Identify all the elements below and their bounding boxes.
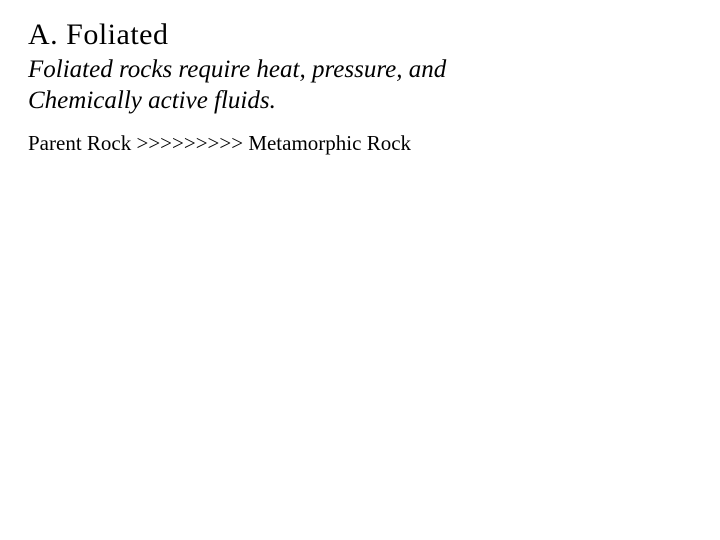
subtitle-line-2: Chemically active fluids. [28, 87, 276, 114]
subtitle-line-1: Foliated rocks require heat, pressure, a… [28, 56, 446, 83]
section-subtitle: Foliated rocks require heat, pressure, a… [28, 54, 692, 117]
transformation-line: Parent Rock >>>>>>>>> Metamorphic Rock [28, 131, 692, 156]
section-heading: A. Foliated [28, 18, 692, 52]
